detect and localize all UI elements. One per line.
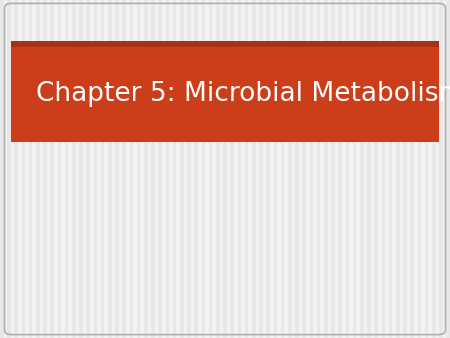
Bar — [108, 0, 112, 338]
Bar — [122, 0, 126, 338]
Bar — [360, 0, 364, 338]
Bar — [374, 0, 378, 338]
Bar — [346, 0, 349, 338]
Bar — [101, 0, 104, 338]
Bar — [266, 0, 270, 338]
Bar — [439, 0, 443, 338]
Bar — [230, 0, 234, 338]
Bar — [158, 0, 162, 338]
Bar — [302, 0, 306, 338]
Bar — [432, 0, 436, 338]
Bar — [173, 0, 176, 338]
Bar — [216, 0, 220, 338]
Bar — [259, 0, 263, 338]
Bar — [245, 0, 248, 338]
Bar — [166, 0, 169, 338]
Bar — [281, 0, 284, 338]
Bar — [338, 0, 342, 338]
Bar — [252, 0, 256, 338]
Bar — [7, 0, 11, 338]
Bar — [130, 0, 133, 338]
Bar — [94, 0, 97, 338]
Bar — [14, 0, 18, 338]
Bar — [58, 0, 61, 338]
Bar — [238, 0, 241, 338]
Bar — [65, 0, 68, 338]
Bar — [446, 0, 450, 338]
Bar — [403, 0, 407, 338]
Bar — [29, 0, 32, 338]
Bar — [50, 0, 54, 338]
Bar — [22, 0, 25, 338]
Bar — [194, 0, 198, 338]
Bar — [0, 0, 4, 338]
Bar — [396, 0, 400, 338]
Bar — [137, 0, 140, 338]
Bar — [79, 0, 83, 338]
Bar — [11, 41, 439, 47]
Bar — [86, 0, 90, 338]
Bar — [425, 0, 428, 338]
Bar — [324, 0, 328, 338]
Bar — [151, 0, 155, 338]
Bar — [36, 0, 40, 338]
Bar — [202, 0, 205, 338]
Bar — [180, 0, 184, 338]
Bar — [223, 0, 227, 338]
Bar — [209, 0, 212, 338]
Bar — [187, 0, 191, 338]
Bar — [43, 0, 47, 338]
Bar — [410, 0, 414, 338]
Text: Chapter 5: Microbial Metabolism: Chapter 5: Microbial Metabolism — [36, 81, 450, 107]
Bar — [389, 0, 392, 338]
Bar — [288, 0, 292, 338]
Bar — [310, 0, 313, 338]
Bar — [295, 0, 299, 338]
Bar — [144, 0, 148, 338]
Bar — [72, 0, 76, 338]
Bar — [353, 0, 356, 338]
Bar — [317, 0, 320, 338]
Bar — [418, 0, 421, 338]
Bar — [274, 0, 277, 338]
Bar — [367, 0, 371, 338]
Bar — [11, 47, 439, 142]
Bar — [331, 0, 335, 338]
Bar — [382, 0, 385, 338]
Bar — [115, 0, 119, 338]
